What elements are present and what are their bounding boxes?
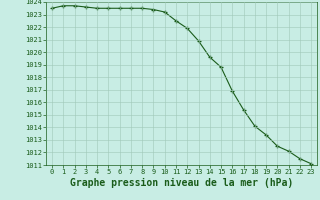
X-axis label: Graphe pression niveau de la mer (hPa): Graphe pression niveau de la mer (hPa): [70, 178, 293, 188]
